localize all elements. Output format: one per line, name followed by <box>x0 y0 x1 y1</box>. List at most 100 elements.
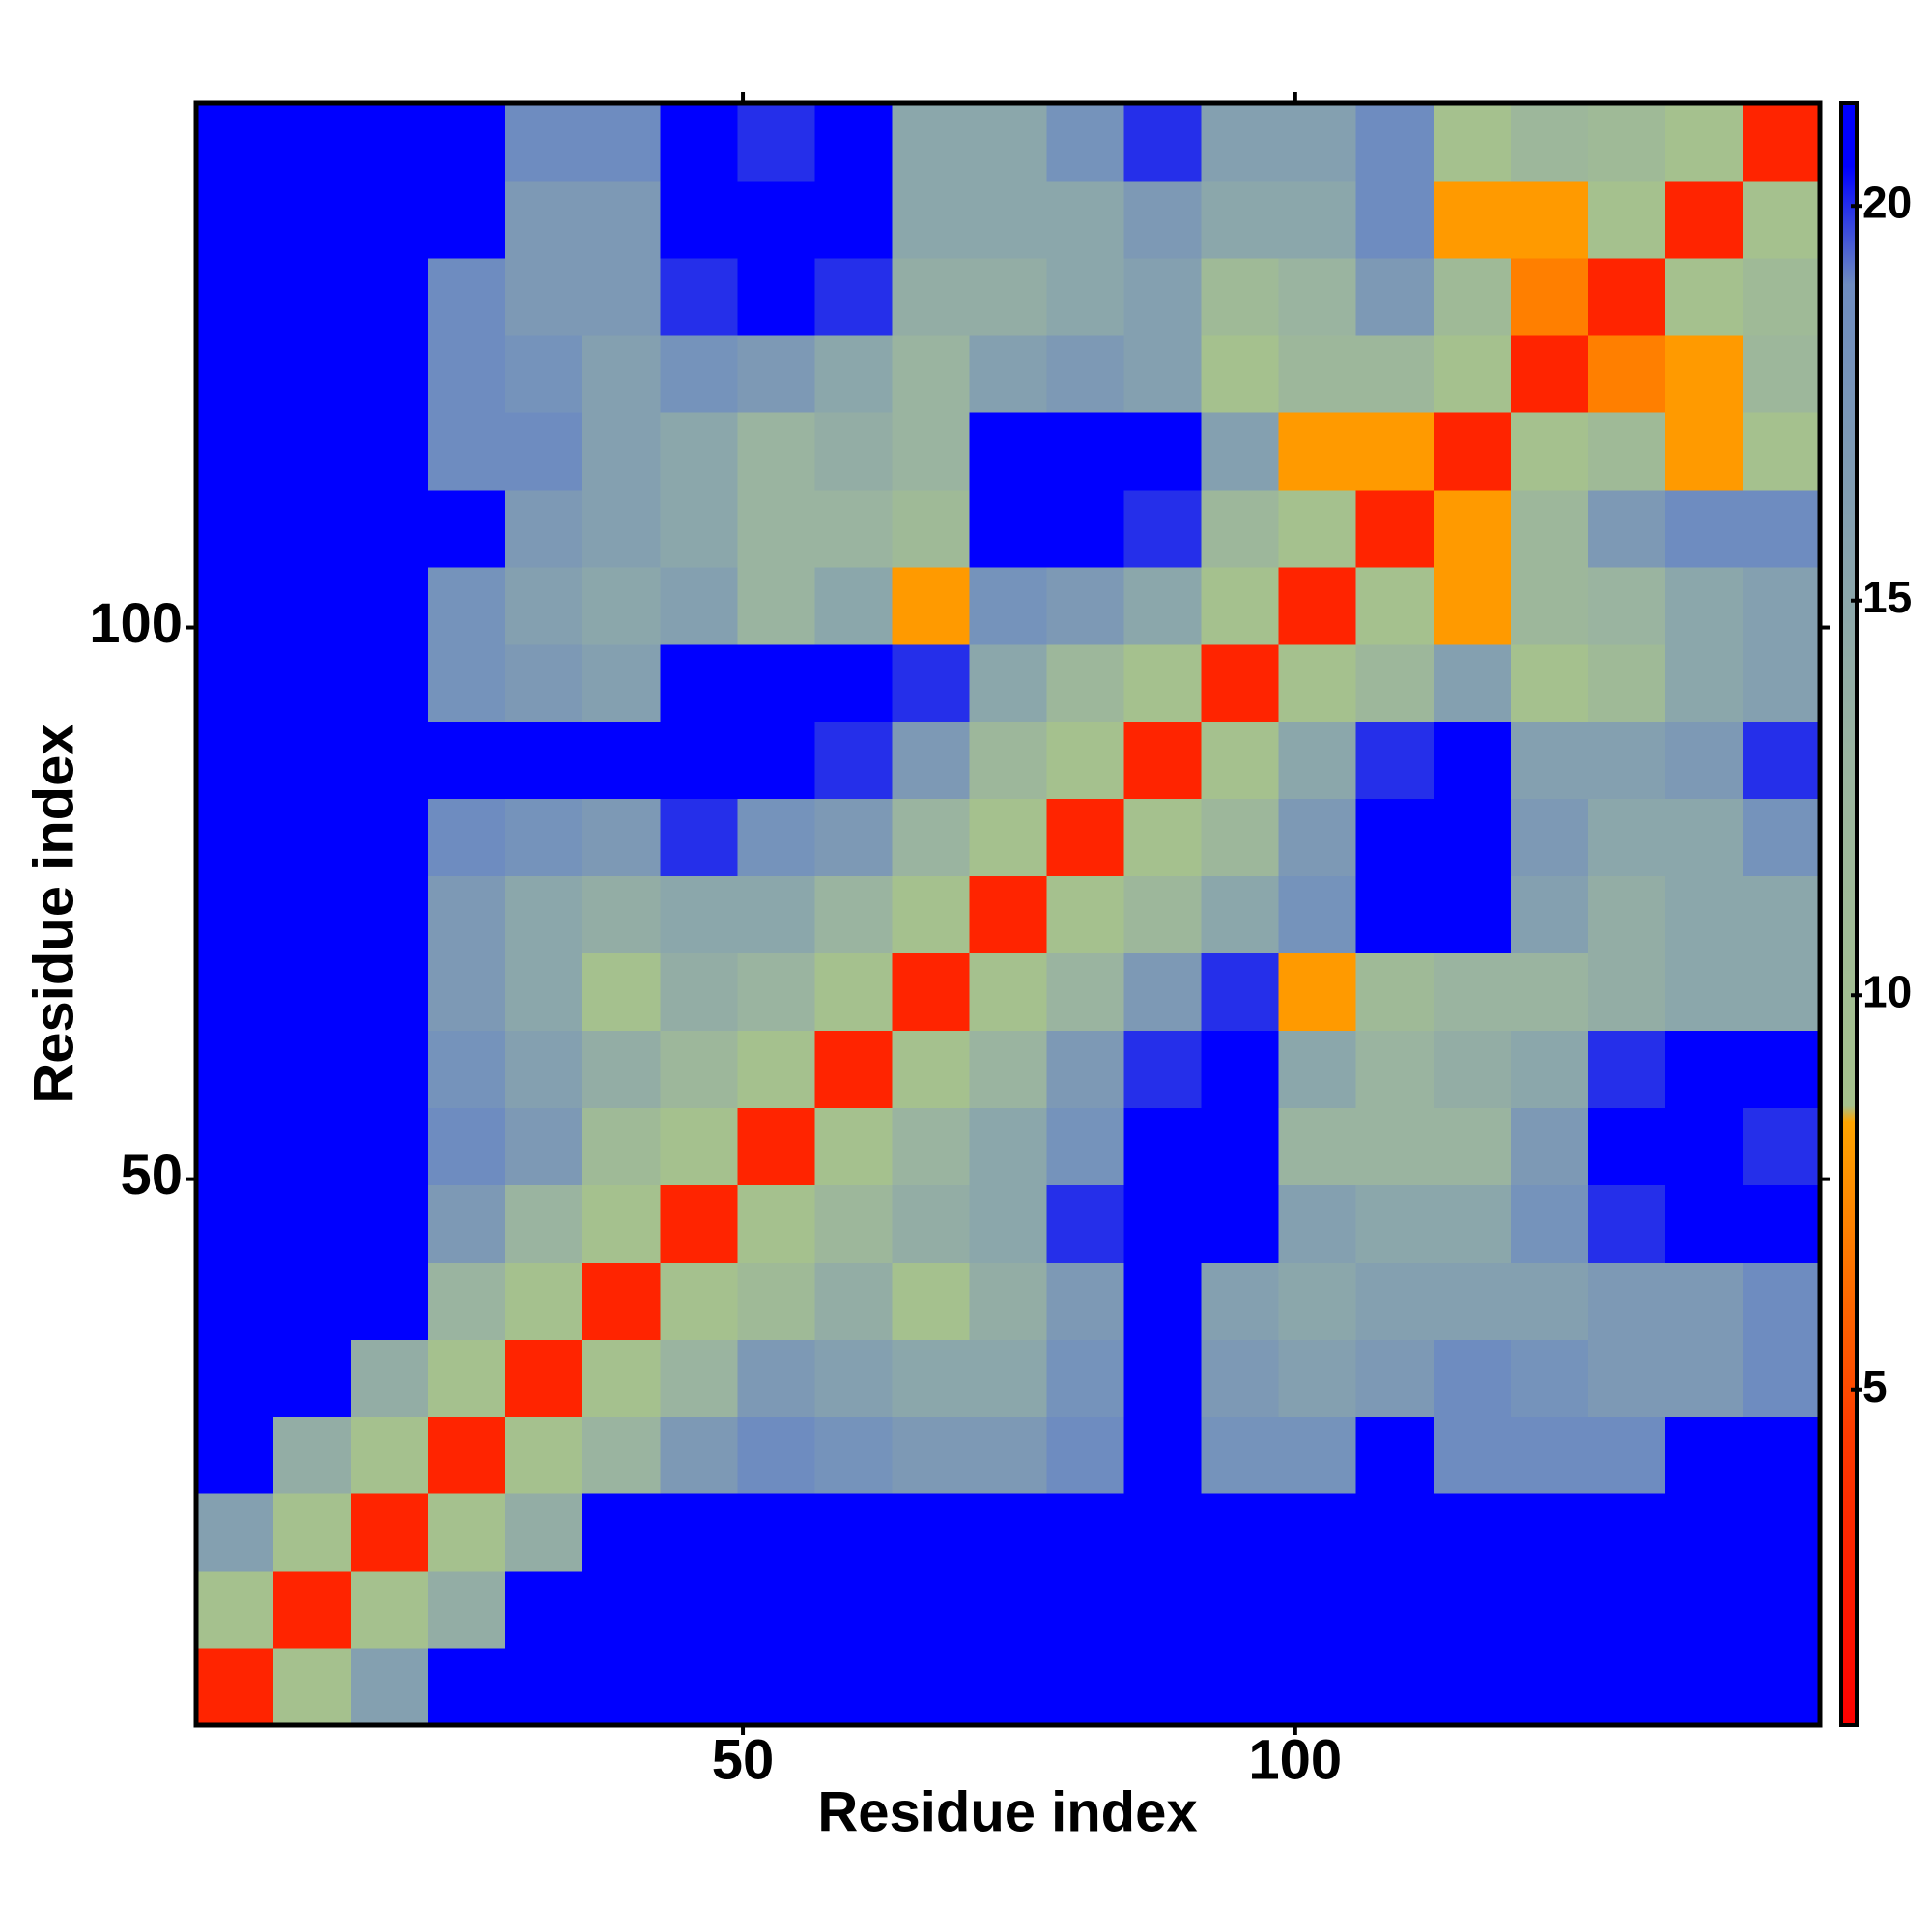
heatmap-cell <box>1510 1571 1589 1649</box>
heatmap-cell <box>660 1571 738 1649</box>
heatmap-cell <box>1510 103 1589 182</box>
heatmap-cell <box>1510 334 1589 413</box>
heatmap-cell <box>969 952 1048 1032</box>
heatmap-cell <box>351 798 429 877</box>
heatmap-cell <box>582 1107 661 1185</box>
heatmap-cells <box>196 103 1821 1726</box>
heatmap-cell <box>814 798 894 877</box>
heatmap-cell <box>505 1184 583 1263</box>
heatmap-cell <box>196 643 274 723</box>
heatmap-cell <box>1046 721 1125 800</box>
heatmap-cell <box>660 412 738 491</box>
heatmap-cell <box>273 1030 352 1108</box>
heatmap-cell <box>1201 566 1280 645</box>
heatmap-cell <box>1046 643 1125 723</box>
x-axis-title: Residue index <box>817 1780 1197 1843</box>
heatmap-cell <box>1742 334 1821 413</box>
heatmap-cell <box>273 566 352 645</box>
heatmap-cell <box>196 412 274 491</box>
heatmap-cell <box>969 566 1048 645</box>
heatmap-cell <box>1510 566 1589 645</box>
heatmap-cell <box>1587 1493 1666 1572</box>
heatmap-cell <box>428 412 506 491</box>
heatmap-cell <box>814 1262 894 1340</box>
heatmap-cell <box>1278 1571 1357 1649</box>
heatmap-cell <box>1587 643 1666 723</box>
heatmap-cell <box>969 334 1048 413</box>
heatmap-cell <box>582 103 661 182</box>
heatmap-cell <box>428 1571 506 1649</box>
heatmap-cell <box>1201 1184 1280 1263</box>
heatmap-cell <box>1510 1107 1589 1185</box>
heatmap-cell <box>1664 334 1744 413</box>
heatmap-cell <box>737 643 815 723</box>
heatmap-cell <box>737 489 815 568</box>
heatmap-cell <box>1355 643 1435 723</box>
heatmap-cell <box>196 566 274 645</box>
heatmap-cell <box>273 1571 352 1649</box>
heatmap-cell <box>1046 1493 1125 1572</box>
heatmap-cell <box>1046 180 1125 259</box>
heatmap-cell <box>1046 1030 1125 1108</box>
heatmap-cell <box>814 721 894 800</box>
heatmap-cell <box>969 180 1048 259</box>
heatmap-cell <box>1433 1107 1512 1185</box>
heatmap-cell <box>1046 952 1125 1032</box>
heatmap-cell <box>196 1571 274 1649</box>
heatmap-cell <box>505 1648 583 1726</box>
heatmap-cell <box>660 180 738 259</box>
heatmap-cell <box>1201 643 1280 723</box>
heatmap-cell <box>1278 721 1357 800</box>
heatmap-cell <box>814 875 894 954</box>
heatmap-cell <box>1355 566 1435 645</box>
heatmap-cell <box>351 875 429 954</box>
heatmap-cell <box>1433 180 1512 259</box>
heatmap-cell <box>1587 1107 1666 1185</box>
heatmap-cell <box>582 566 661 645</box>
heatmap-cell <box>1664 489 1744 568</box>
heatmap-cell <box>737 1339 815 1417</box>
heatmap-cell <box>351 1571 429 1649</box>
heatmap-cell <box>428 1262 506 1340</box>
heatmap-cell <box>1278 566 1357 645</box>
heatmap-cell <box>1355 489 1435 568</box>
heatmap-cell <box>505 1339 583 1417</box>
heatmap-cell <box>1742 875 1821 954</box>
colorbar-tick-label: 20 <box>1862 177 1912 227</box>
heatmap-cell <box>351 1184 429 1263</box>
heatmap-cell <box>273 1648 352 1726</box>
heatmap-cell <box>892 952 971 1032</box>
heatmap-cell <box>582 721 661 800</box>
heatmap-cell <box>273 721 352 800</box>
heatmap-cell <box>351 1493 429 1572</box>
heatmap-cell <box>196 1648 274 1726</box>
heatmap-cell <box>1278 412 1357 491</box>
heatmap-cell <box>582 180 661 259</box>
heatmap-cell <box>582 1184 661 1263</box>
heatmap-cell <box>1278 257 1357 336</box>
heatmap-cell <box>737 334 815 413</box>
heatmap-cell <box>1587 1571 1666 1649</box>
heatmap-cell <box>196 334 274 413</box>
heatmap-cell <box>1123 1493 1203 1572</box>
heatmap-cell <box>1587 875 1666 954</box>
heatmap-cell <box>196 103 274 182</box>
heatmap-cell <box>1201 412 1280 491</box>
heatmap-cell <box>737 1416 815 1494</box>
heatmap-cell <box>814 1339 894 1417</box>
heatmap-cell <box>273 103 352 182</box>
heatmap-cell <box>1046 875 1125 954</box>
heatmap-cell <box>1278 1184 1357 1263</box>
heatmap-cell <box>1587 1030 1666 1108</box>
heatmap-cell <box>737 180 815 259</box>
heatmap-cell <box>1742 1571 1821 1649</box>
heatmap-cell <box>1355 412 1435 491</box>
heatmap-cell <box>892 1184 971 1263</box>
heatmap-cell <box>351 1416 429 1494</box>
heatmap-cell <box>737 412 815 491</box>
heatmap-cell <box>1664 1339 1744 1417</box>
heatmap-cell <box>1742 1493 1821 1572</box>
heatmap-cell <box>1046 1571 1125 1649</box>
heatmap-cell <box>196 1184 274 1263</box>
